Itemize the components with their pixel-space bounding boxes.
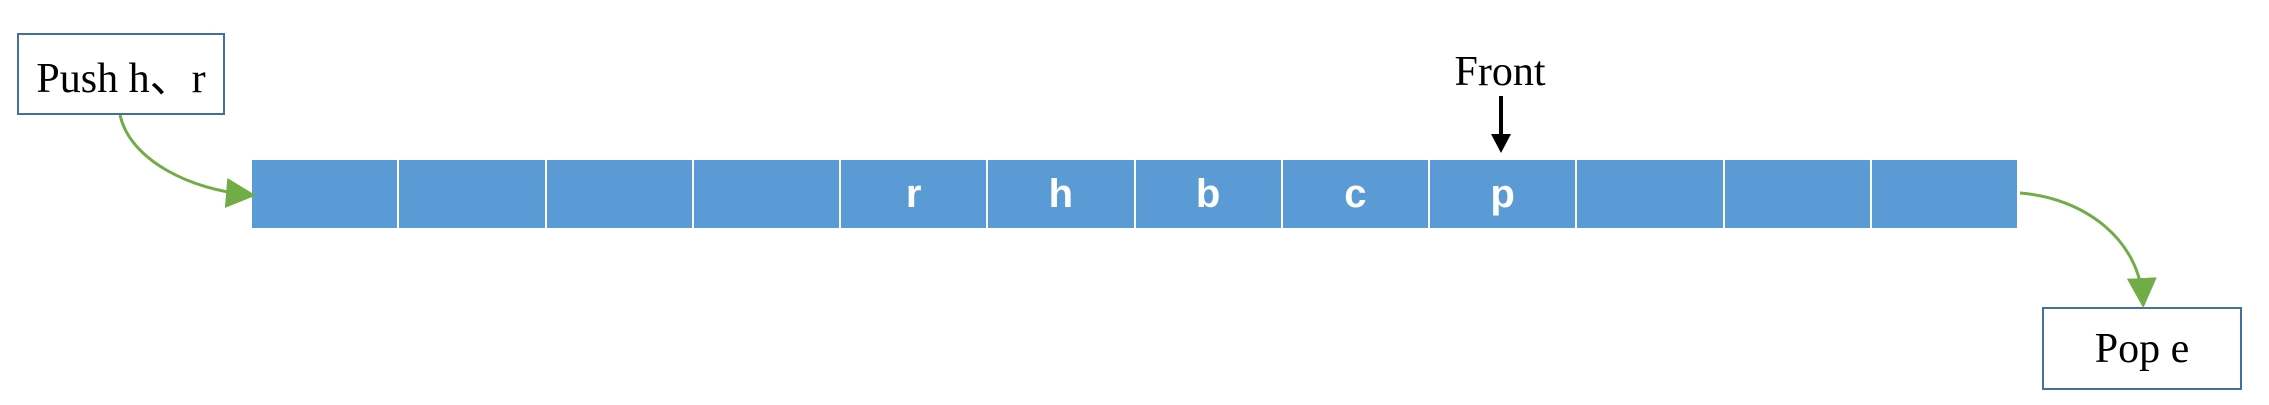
queue-cell [1872, 160, 2017, 228]
front-arrow-head [1491, 134, 1511, 153]
queue-cell [252, 160, 400, 228]
queue-cell: r [841, 160, 989, 228]
push-label: Push h、r [36, 55, 206, 102]
push-arrow [118, 114, 256, 208]
queue-cell: h [988, 160, 1136, 228]
queue-cell [547, 160, 694, 228]
pop-label: Pop e [2094, 325, 2190, 372]
queue-cell: p [1430, 160, 1578, 228]
queue-cell: c [1283, 160, 1430, 228]
queue-cell [399, 160, 547, 228]
front-label: Front [1454, 49, 1546, 95]
queue-cell [1725, 160, 1872, 228]
push-label-box: Push h、r [17, 33, 225, 115]
queue-cell [694, 160, 841, 228]
queue-cell: b [1136, 160, 1283, 228]
pop-label-box: Pop e [2042, 307, 2242, 390]
pop-arrow [2019, 191, 2157, 308]
queue-cell [1577, 160, 1725, 228]
